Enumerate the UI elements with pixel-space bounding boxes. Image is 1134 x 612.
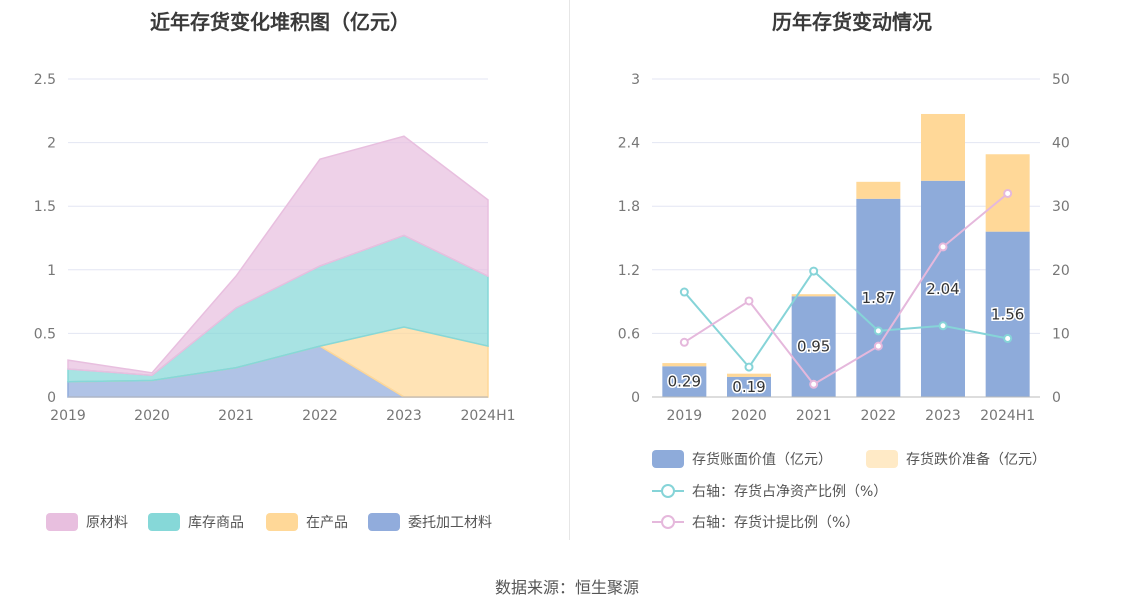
area-series-raw-material [67, 135, 489, 377]
data-source-label: 数据来源：恒生聚源 [494, 578, 639, 597]
right-legend-item[interactable]: 存货账面价值（亿元） [652, 449, 832, 469]
bar-book-value [727, 376, 771, 397]
bar-value-label: 1.87 [862, 289, 895, 307]
left-legend-item[interactable]: 原材料 [46, 512, 128, 532]
bar-value-label: 0.19 [732, 378, 765, 396]
legend-label: 原材料 [86, 515, 128, 531]
line-point-ratio-line [744, 362, 754, 372]
left-legend-item[interactable]: 委托加工材料 [368, 512, 492, 532]
legend-swatch [148, 513, 180, 531]
left-y-tick-label: 1.5 [34, 199, 56, 215]
legend-swatch [652, 482, 684, 500]
bar-impairment [662, 363, 707, 367]
legend-swatch [368, 513, 400, 531]
bar-impairment [856, 181, 901, 199]
line-point-provision-line [873, 341, 883, 351]
legend-marker [661, 484, 675, 498]
left-x-tick-label: 2021 [218, 408, 254, 424]
legend-label: 右轴：存货占净资产比例（%） [692, 484, 888, 500]
left-legend-item[interactable]: 在产品 [266, 512, 348, 532]
legend-marker [661, 515, 675, 529]
bar-impairment [921, 113, 965, 181]
line-point-provision-line [1003, 188, 1013, 198]
line-point-ratio-line [809, 266, 819, 276]
bar-value-label: 2.04 [926, 280, 959, 298]
legend-label: 存货账面价值（亿元） [692, 452, 832, 468]
line-series-ratio-line [683, 269, 1008, 369]
left-x-tick-label: 2024H1 [460, 408, 515, 424]
bar-value-label: 0.29 [668, 373, 701, 391]
right-x-tick-label: 2019 [667, 408, 703, 424]
right-x-tick-label: 2020 [731, 408, 767, 424]
left-y-tick-label: 0.5 [34, 326, 56, 342]
right-y-tick-label: 0 [631, 390, 640, 406]
legend-swatch [866, 450, 898, 468]
right-y-tick-label: 3 [631, 72, 640, 88]
right-y2-tick-label: 50 [1052, 72, 1070, 88]
bar-book-value [985, 231, 1030, 397]
left-x-tick-label: 2023 [386, 408, 422, 424]
bar-value-label: 1.56 [991, 305, 1024, 323]
left-y-tick-label: 2 [47, 136, 56, 152]
line-point-ratio-line [938, 321, 948, 331]
line-point-provision-line [809, 379, 819, 389]
panel-divider [569, 0, 570, 540]
right-y2-tick-label: 0 [1052, 390, 1061, 406]
legend-label: 存货跌价准备（亿元） [906, 452, 1046, 468]
line-series-provision-line [683, 192, 1009, 386]
left-y-tick-label: 2.5 [34, 72, 56, 88]
left-chart-title: 近年存货变化堆积图（亿元） [150, 10, 410, 34]
right-y2-tick-label: 30 [1052, 199, 1070, 215]
right-x-tick-label: 2023 [925, 408, 961, 424]
left-x-tick-label: 2019 [50, 408, 86, 424]
bar-book-value [856, 198, 901, 397]
legend-swatch [46, 513, 78, 531]
left-x-tick-label: 2020 [134, 408, 170, 424]
right-y2-tick-label: 20 [1052, 263, 1070, 279]
right-y-tick-label: 1.8 [618, 199, 640, 215]
legend-label: 右轴：存货计提比例（%） [692, 515, 860, 531]
line-point-ratio-line [679, 287, 689, 297]
legend-swatch [266, 513, 298, 531]
right-legend-item[interactable]: 右轴：存货占净资产比例（%） [652, 481, 887, 501]
left-legend-item[interactable]: 库存商品 [148, 512, 244, 532]
left-y-tick-label: 1 [47, 263, 56, 279]
line-point-provision-line [679, 337, 689, 347]
legend-label: 库存商品 [188, 515, 244, 531]
right-chart-title: 历年存货变动情况 [772, 10, 932, 34]
legend-swatch [652, 450, 684, 468]
right-y-tick-label: 1.2 [618, 263, 640, 279]
legend-swatch [652, 513, 684, 531]
bar-book-value [662, 366, 707, 397]
line-point-provision-line [744, 296, 754, 306]
legend-label: 委托加工材料 [408, 515, 492, 531]
line-point-ratio-line [1003, 333, 1013, 343]
bar-value-label: 0.95 [797, 338, 830, 356]
bar-impairment [727, 373, 771, 377]
line-point-provision-line [938, 242, 948, 252]
legend-label: 在产品 [306, 515, 348, 531]
bar-impairment [791, 294, 836, 297]
line-point-ratio-line [873, 326, 883, 336]
right-legend-item[interactable]: 右轴：存货计提比例（%） [652, 512, 859, 532]
right-x-tick-label: 2021 [796, 408, 832, 424]
left-x-tick-label: 2022 [302, 408, 338, 424]
right-x-tick-label: 2024H1 [980, 408, 1035, 424]
right-legend-item[interactable]: 存货跌价准备（亿元） [866, 449, 1046, 469]
right-y-tick-label: 0.6 [618, 326, 640, 342]
right-y-tick-label: 2.4 [618, 136, 640, 152]
right-y2-tick-label: 10 [1052, 326, 1070, 342]
bar-book-value [921, 180, 965, 397]
right-y2-tick-label: 40 [1052, 136, 1070, 152]
left-y-tick-label: 0 [47, 390, 56, 406]
right-x-tick-label: 2022 [861, 408, 897, 424]
